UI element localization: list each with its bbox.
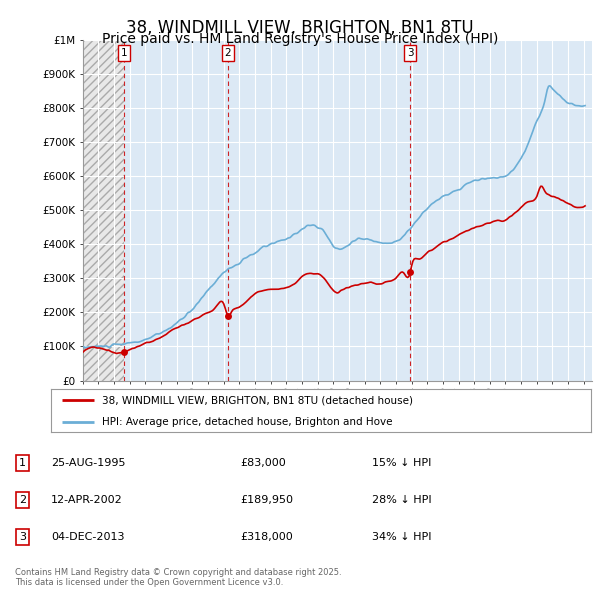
Text: 28% ↓ HPI: 28% ↓ HPI <box>372 495 431 504</box>
Text: HPI: Average price, detached house, Brighton and Hove: HPI: Average price, detached house, Brig… <box>103 417 393 427</box>
Text: 38, WINDMILL VIEW, BRIGHTON, BN1 8TU (detached house): 38, WINDMILL VIEW, BRIGHTON, BN1 8TU (de… <box>103 395 413 405</box>
Text: 3: 3 <box>19 532 26 542</box>
Text: Price paid vs. HM Land Registry's House Price Index (HPI): Price paid vs. HM Land Registry's House … <box>102 32 498 47</box>
Text: Contains HM Land Registry data © Crown copyright and database right 2025.
This d: Contains HM Land Registry data © Crown c… <box>15 568 341 587</box>
Text: 38, WINDMILL VIEW, BRIGHTON, BN1 8TU: 38, WINDMILL VIEW, BRIGHTON, BN1 8TU <box>126 19 474 37</box>
Text: 25-AUG-1995: 25-AUG-1995 <box>51 458 125 468</box>
Text: 12-APR-2002: 12-APR-2002 <box>51 495 123 504</box>
Text: £83,000: £83,000 <box>240 458 286 468</box>
Text: 1: 1 <box>19 458 26 468</box>
Text: 15% ↓ HPI: 15% ↓ HPI <box>372 458 431 468</box>
Text: 1: 1 <box>121 48 128 58</box>
Text: £318,000: £318,000 <box>240 532 293 542</box>
Text: 2: 2 <box>19 495 26 504</box>
Bar <box>83 40 124 381</box>
Text: 34% ↓ HPI: 34% ↓ HPI <box>372 532 431 542</box>
Text: £189,950: £189,950 <box>240 495 293 504</box>
Text: 3: 3 <box>407 48 413 58</box>
Text: 04-DEC-2013: 04-DEC-2013 <box>51 532 125 542</box>
Text: 2: 2 <box>224 48 232 58</box>
